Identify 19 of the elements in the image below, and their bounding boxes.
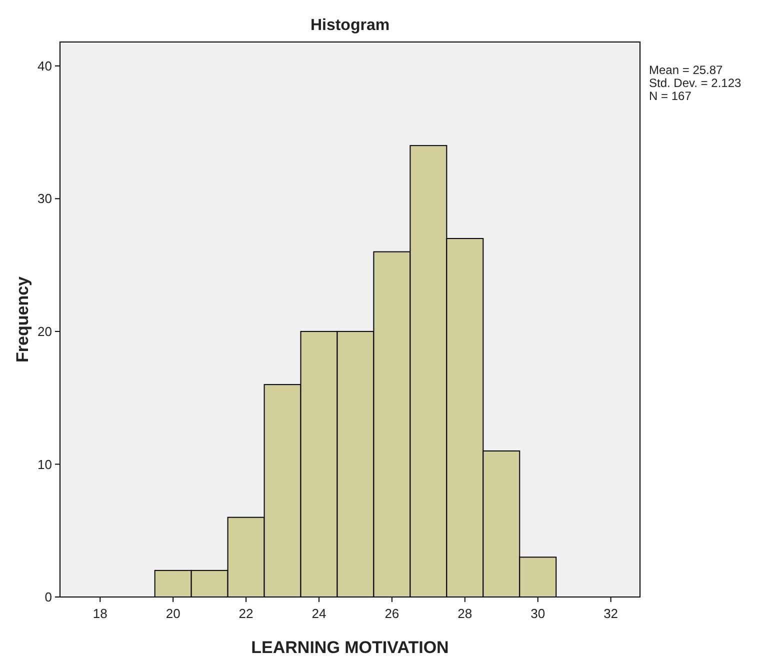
- x-tick-label: 20: [166, 606, 180, 621]
- y-tick-label: 20: [38, 324, 52, 339]
- text: N = 167: [649, 89, 692, 103]
- x-axis-title: LEARNING MOTIVATION: [251, 638, 449, 657]
- text: Mean = 25.87: [649, 63, 724, 77]
- y-tick-label: 0: [44, 590, 52, 605]
- x-tick-label: 30: [530, 606, 546, 621]
- x-tick-label: 32: [604, 606, 618, 621]
- x-tick-label: 18: [92, 606, 108, 621]
- x-tick-label: 28: [458, 606, 472, 621]
- chart-title: Histogram: [310, 17, 390, 34]
- x-tick-label: 26: [384, 606, 400, 621]
- y-tick-label: 40: [38, 58, 52, 74]
- y-tick-label: 10: [38, 456, 52, 472]
- text: Std. Dev. = 2.123: [649, 76, 742, 90]
- x-tick-label: 24: [312, 606, 326, 621]
- y-axis-title: Frequency: [13, 276, 32, 362]
- x-tick-label: 22: [238, 606, 254, 621]
- y-tick-label: 30: [38, 191, 52, 206]
